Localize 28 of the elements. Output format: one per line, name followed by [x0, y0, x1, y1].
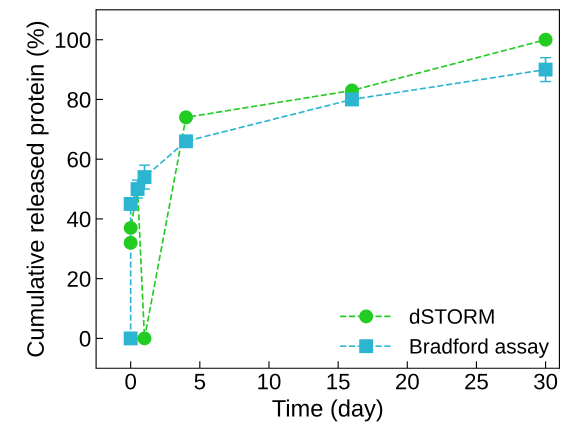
x-tick-label: 0 — [125, 374, 136, 390]
x-tick-label: 5 — [194, 374, 206, 390]
y-tick-label: 20 — [68, 271, 90, 287]
y-tick-label: 80 — [67, 92, 90, 108]
point — [538, 32, 553, 47]
point — [138, 331, 152, 346]
x-tick-label: 15 — [327, 374, 350, 390]
x-tick-label: 25 — [465, 374, 488, 390]
y-tick-label: 100 — [56, 32, 90, 48]
point — [124, 331, 138, 346]
point — [124, 236, 138, 250]
point — [179, 110, 193, 124]
y-tick-label: 60 — [68, 152, 90, 168]
x-tick-label: 20 — [396, 374, 419, 390]
point — [138, 170, 152, 184]
x-tick-label: 10 — [258, 374, 280, 390]
point — [179, 134, 193, 148]
y-axis-title: Cumulative released protein (%) — [26, 22, 49, 356]
y-tick-label: 0 — [80, 330, 90, 347]
point — [538, 62, 553, 77]
y-tick-label: 40 — [67, 211, 90, 228]
point — [124, 197, 138, 211]
point — [124, 220, 138, 235]
x-axis-title: Time (day) — [272, 399, 382, 422]
legend-label: Bradford assay — [410, 338, 549, 358]
x-tick-label: 30 — [534, 374, 558, 390]
legend-label: dSTORM — [410, 308, 494, 324]
point — [345, 92, 359, 106]
